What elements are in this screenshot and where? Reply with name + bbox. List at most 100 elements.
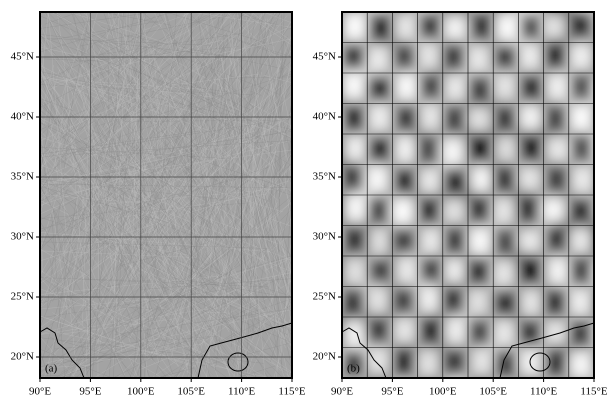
checker-cell <box>365 315 391 346</box>
checker-cell <box>517 131 544 162</box>
checker-cell <box>394 71 420 102</box>
checker-cell <box>341 0 366 10</box>
ray-path <box>262 151 292 199</box>
ray-path <box>164 12 202 157</box>
y-tick-label: 35°N <box>313 171 336 183</box>
checker-cell <box>418 194 444 226</box>
ray-path <box>249 29 270 236</box>
ray-path <box>128 125 216 184</box>
checker-cell <box>316 254 341 285</box>
checker-cell <box>542 39 568 71</box>
checker-cell <box>318 0 343 10</box>
ray-path <box>270 218 292 227</box>
ray-path <box>250 90 262 96</box>
ray-path <box>144 60 202 230</box>
ray-path <box>61 345 85 378</box>
ray-path <box>11 176 22 268</box>
checker-cell <box>442 14 468 46</box>
ray-path <box>214 225 238 371</box>
ray-path <box>155 184 284 319</box>
ray-path <box>243 40 292 184</box>
checker-cell <box>393 344 419 376</box>
ray-path <box>227 12 292 30</box>
x-tick-label: 95°E <box>79 386 101 398</box>
ray-path <box>40 275 77 303</box>
ray-path <box>40 37 210 46</box>
ray-path <box>91 12 125 378</box>
ray-path <box>71 5 164 10</box>
checker-cell <box>389 287 415 319</box>
ray-path <box>40 65 97 252</box>
checker-cell <box>343 319 370 351</box>
ray-path <box>130 326 259 378</box>
checker-cell <box>569 71 594 102</box>
checker-cell <box>519 73 545 105</box>
checker-cell <box>342 162 365 193</box>
y-tick-label: 45°N <box>11 51 34 63</box>
y-tick-label: 35°N <box>11 171 34 183</box>
ray-path <box>154 12 266 378</box>
ray-path <box>117 132 246 352</box>
ray-path <box>204 60 281 369</box>
ray-path <box>98 183 101 327</box>
ray-path <box>56 39 223 83</box>
ray-path <box>94 164 154 362</box>
ray-path <box>175 12 281 319</box>
ray-path <box>119 19 251 126</box>
ray-path <box>220 254 243 367</box>
ray-path <box>40 14 161 191</box>
ray-path <box>40 104 53 176</box>
ray-path <box>93 289 235 378</box>
ray-path <box>106 399 167 401</box>
checker-cell <box>542 103 568 134</box>
ray-path <box>85 12 159 364</box>
checker-cell <box>596 10 614 40</box>
ray-path <box>40 98 122 199</box>
ray-path <box>65 48 199 248</box>
ray-coverage-panel <box>11 5 302 401</box>
ray-path <box>143 241 284 378</box>
checker-cell <box>568 349 594 378</box>
checker-cell <box>442 102 468 134</box>
checker-cell <box>367 0 392 11</box>
ray-path <box>287 367 292 378</box>
ray-path <box>163 12 202 153</box>
ray-path <box>80 38 233 223</box>
ray-path <box>74 59 292 273</box>
ray-path <box>75 278 269 288</box>
ray-path <box>136 12 160 156</box>
checker-cell <box>418 101 445 132</box>
ray-path <box>45 309 292 364</box>
ray-path <box>40 12 49 95</box>
checker-cell <box>596 102 614 133</box>
checker-cell <box>491 163 517 194</box>
ray-path <box>296 220 302 222</box>
ray-path <box>40 33 147 116</box>
ray-path <box>89 12 231 151</box>
ray-path <box>12 20 26 32</box>
ray-path <box>54 248 268 378</box>
ray-path <box>250 62 283 253</box>
ray-path <box>60 271 232 357</box>
ray-path <box>204 12 284 93</box>
ray-path <box>134 274 214 326</box>
ray-path <box>40 12 156 29</box>
ray-path <box>93 178 170 360</box>
checker-cell <box>441 197 467 229</box>
ray-path <box>50 337 125 361</box>
ray-path <box>74 228 257 378</box>
y-tick-label: 30°N <box>11 231 34 243</box>
ray-path <box>40 12 217 108</box>
checker-cell <box>393 12 420 43</box>
ray-path <box>92 106 177 197</box>
ray-path <box>40 147 89 378</box>
checker-cell <box>342 192 344 223</box>
ray-path <box>40 38 217 267</box>
ray-path <box>91 47 231 290</box>
ray-path <box>54 12 114 55</box>
ray-path <box>40 348 113 378</box>
ray-path <box>154 252 212 331</box>
checker-cell <box>440 347 466 378</box>
ray-path <box>216 38 292 55</box>
ray-path <box>196 195 292 275</box>
